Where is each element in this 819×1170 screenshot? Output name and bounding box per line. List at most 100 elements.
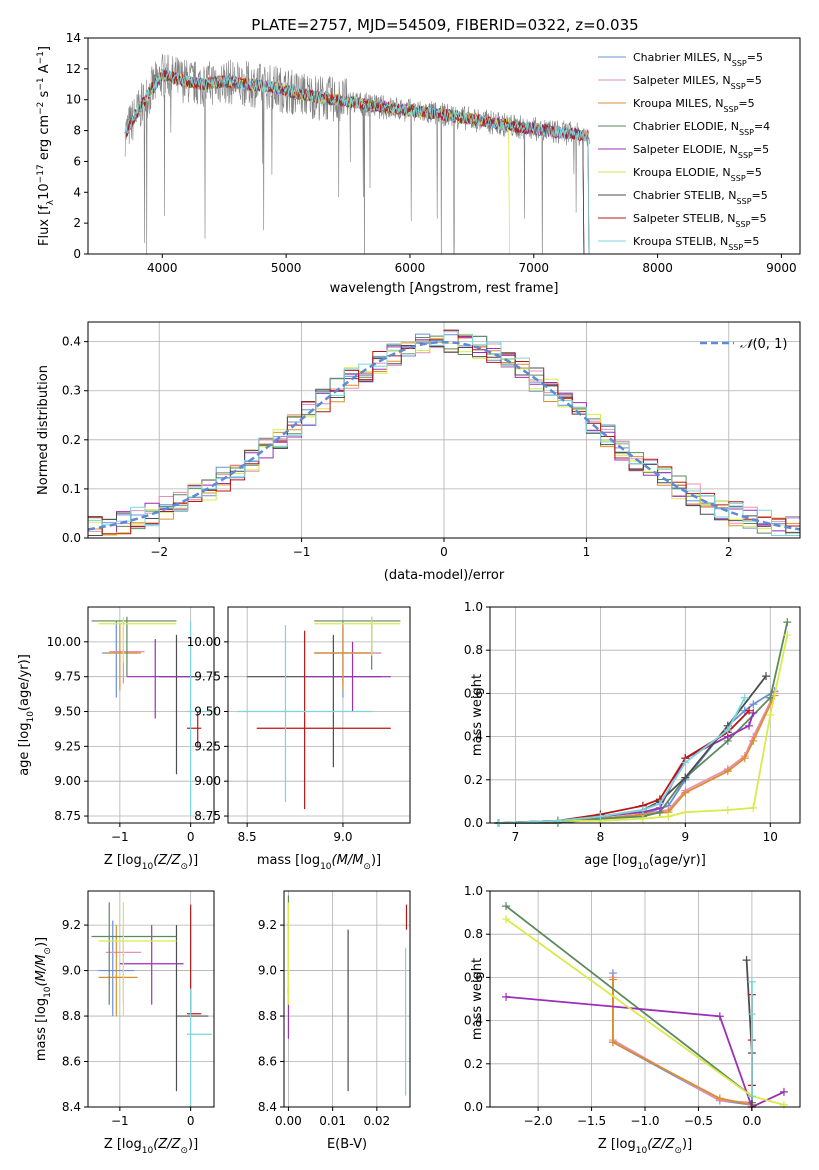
- y-tick-label: 0.0: [464, 816, 483, 830]
- y-tick-label: 9.00: [54, 774, 81, 788]
- y-axis-label-part: −17: [36, 164, 46, 183]
- axes-frame: [87, 606, 215, 824]
- y-axis-label: age [log10(age/yr)]: [17, 654, 36, 776]
- age-vs-mass-panel: 8.5 9.0 8.75 9.00 9.25 9.50 9.75 10.00 mass [log…: [187, 606, 411, 872]
- legend-count: =5: [743, 235, 759, 248]
- massweight-marker: [715, 1012, 724, 1021]
- x-axis-label-part: )]: [682, 1137, 692, 1152]
- massweight-marker: [715, 1094, 724, 1103]
- x-tick-label: −1: [293, 545, 311, 559]
- y-tick-label: 14: [66, 31, 81, 45]
- x-axis-label: wavelength [Angstrom, rest frame]: [330, 281, 559, 296]
- y-axis-label-part: (M/M: [34, 955, 49, 987]
- y-tick-label: 0.3: [62, 384, 81, 398]
- legend-series-name: Chabrier ELODIE, N: [633, 120, 739, 133]
- massweight-line-1: [612, 977, 752, 1104]
- y-tick-label: 0.4: [62, 335, 81, 349]
- massweight-line-1: [498, 693, 776, 824]
- legend-count: =5: [746, 74, 762, 87]
- massweight-line-6: [498, 675, 767, 824]
- axes-frame: [283, 890, 411, 1108]
- legend-count: =5: [738, 97, 754, 110]
- x-tick-label: 0.00: [275, 1114, 302, 1128]
- massweight-marker: [502, 915, 511, 924]
- massweight-line-2: [498, 695, 776, 824]
- y-axis-label: Normed distribution: [36, 365, 51, 495]
- y-tick-label: 0.2: [464, 1057, 483, 1071]
- y-axis-label-part: A: [37, 64, 52, 77]
- x-tick-label: 0: [440, 545, 448, 559]
- y-tick-label: 10.00: [187, 635, 221, 649]
- y-tick-label: 0.6: [464, 970, 483, 984]
- residual-hist-panel: −2 −1 0 1 2 0.0 0.1 0.2 0.3 0.4 (data-model)/error…: [36, 321, 801, 583]
- axes-frame: [489, 606, 801, 824]
- legend-series-name: Kroupa ELODIE, N: [633, 166, 731, 179]
- massweight-marker: [723, 806, 732, 815]
- x-axis-label: Z [log10(Z/Z⊙)]: [104, 1137, 198, 1156]
- x-tick-label: 0: [187, 1114, 195, 1128]
- massweight-marker: [749, 708, 758, 717]
- y-axis-label-part: −1: [36, 77, 46, 90]
- y-tick-label: 8.4: [258, 1100, 277, 1114]
- massweight-marker: [779, 1100, 788, 1109]
- legend-count: =5: [747, 51, 763, 64]
- legend-entry: Salpeter STELIB, NSSP=5: [633, 212, 767, 229]
- massweight-vs-Z-panel: −2.0 −1.5 −1.0 −0.5 0.0 0.0 0.2 0.4 0.6 0.8 1.0 Z […: [464, 884, 801, 1156]
- massweight-marker: [749, 736, 758, 745]
- y-tick-label: 9.50: [194, 705, 221, 719]
- y-axis-label-part: (age/yr)]: [17, 654, 32, 711]
- x-tick-label: 1: [583, 545, 591, 559]
- x-tick-label: 2: [725, 545, 733, 559]
- x-axis-label-part: (Z/Z: [153, 1137, 181, 1152]
- massweight-marker: [783, 618, 792, 627]
- y-tick-label: 8.6: [258, 1055, 277, 1069]
- x-tick-label: 5000: [271, 261, 302, 275]
- y-tick-label: 8.8: [258, 1009, 277, 1023]
- y-tick-label: 9.25: [194, 739, 221, 753]
- y-tick-label: 9.2: [62, 918, 81, 932]
- y-axis-label-part: 10: [43, 986, 53, 998]
- x-axis-label-part: Z [log: [104, 853, 142, 868]
- x-tick-label: −2: [150, 545, 168, 559]
- legend-count: =5: [746, 166, 762, 179]
- y-tick-label: 0.0: [464, 1100, 483, 1114]
- x-axis-label-part: 10: [320, 862, 332, 872]
- y-tick-label: 0.8: [464, 643, 483, 657]
- massweight-marker: [749, 803, 758, 812]
- x-axis-label: Z [log10(Z/Z⊙)]: [598, 1137, 692, 1156]
- x-axis-label: (data-model)/error: [384, 568, 505, 583]
- x-axis-label-part: 10: [142, 862, 154, 872]
- y-tick-label: 0.6: [464, 686, 483, 700]
- massweight-marker: [608, 975, 617, 984]
- y-tick-label: 0.4: [464, 730, 483, 744]
- massweight-marker: [502, 992, 511, 1001]
- normal-curve: [88, 340, 800, 531]
- y-axis-label-part: ⊙: [43, 947, 53, 955]
- legend-normal-label: 𝒩(0, 1): [740, 337, 787, 352]
- y-axis-label-part: )]: [34, 937, 49, 947]
- legend-sub: SSP: [731, 82, 746, 91]
- legend-entry: Kroupa MILES, NSSP=5: [633, 97, 755, 114]
- y-tick-label: 6: [73, 154, 81, 168]
- y-axis-label: Flux [fλ10−17 erg cm−2 s−1 A−1]: [36, 46, 56, 246]
- y-tick-label: 9.0: [258, 964, 277, 978]
- y-axis-label-part: ]: [37, 46, 52, 51]
- legend-series-name: Chabrier MILES, N: [633, 51, 732, 64]
- legend-sub: SSP: [737, 197, 752, 206]
- legend-sub: SSP: [728, 243, 743, 252]
- x-axis-label-part: (age/yr)]: [649, 853, 706, 868]
- y-axis-label-part: Flux [f: [37, 205, 52, 246]
- x-axis-label: Z [log10(Z/Z⊙)]: [104, 853, 198, 872]
- x-tick-label: 9000: [766, 261, 797, 275]
- massweight-line-4: [505, 995, 785, 1109]
- legend-entry: Kroupa STELIB, NSSP=5: [633, 235, 759, 252]
- mass-vs-Z-panel: −1 08.48.68.89.09.2Z [log10(Z/Z⊙)]mass [l…: [34, 890, 215, 1156]
- y-tick-label: 9.0: [62, 964, 81, 978]
- x-axis-label-part: 10: [637, 862, 649, 872]
- massweight-marker: [664, 812, 673, 821]
- y-tick-label: 8.6: [62, 1055, 81, 1069]
- axes-frame: [227, 606, 411, 824]
- massweight-marker: [740, 754, 749, 763]
